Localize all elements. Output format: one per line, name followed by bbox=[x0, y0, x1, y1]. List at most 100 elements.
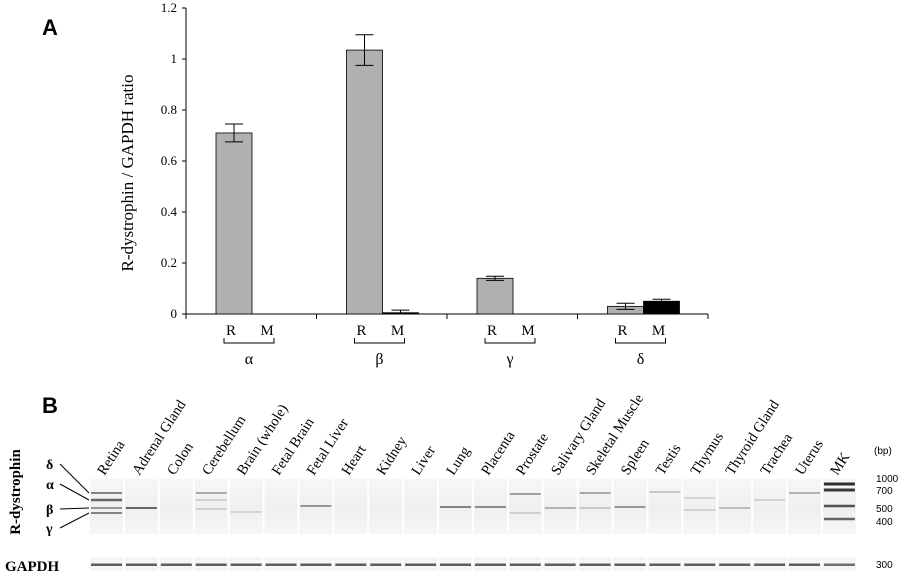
r-dystrophin-row-label: R-dystrophin bbox=[8, 449, 24, 535]
y-tick-label: 0 bbox=[171, 306, 178, 321]
y-tick-label: 0.8 bbox=[161, 102, 177, 117]
isoform-pointer bbox=[59, 512, 90, 529]
group-bracket bbox=[484, 338, 536, 344]
gel-lane bbox=[264, 479, 298, 534]
gapdh-band bbox=[440, 563, 471, 566]
gel-band bbox=[823, 488, 855, 492]
lane-label: Lung bbox=[443, 444, 473, 478]
gapdh-band bbox=[614, 563, 646, 566]
isoform-label: α bbox=[46, 478, 54, 493]
gapdh-band bbox=[230, 563, 262, 566]
gel-lane bbox=[788, 479, 821, 534]
gel-lane bbox=[90, 479, 123, 534]
gel-lane bbox=[369, 479, 403, 534]
isoform-label: δ bbox=[46, 458, 53, 473]
group-bracket bbox=[354, 338, 405, 344]
group-bracket bbox=[615, 338, 666, 344]
y-axis-title: R-dystrophin / GAPDH ratio bbox=[118, 75, 137, 272]
gapdh-band bbox=[474, 563, 506, 566]
gel-band bbox=[474, 506, 506, 508]
gel-band bbox=[544, 507, 576, 509]
bp-marker-label: 1000 bbox=[876, 474, 899, 485]
gel-band bbox=[579, 492, 611, 494]
lane-label: Thymus bbox=[688, 429, 727, 478]
group-bracket bbox=[223, 338, 275, 344]
isoform-pointer bbox=[59, 507, 90, 510]
lane-label: Testis bbox=[653, 441, 685, 478]
gel-lane bbox=[543, 479, 577, 534]
gel-lane bbox=[753, 479, 787, 534]
bp-unit-label: (bp) bbox=[874, 446, 892, 457]
gel-band bbox=[91, 492, 122, 494]
gapdh-band bbox=[509, 563, 541, 566]
gel-band bbox=[789, 492, 820, 494]
gel-band bbox=[195, 492, 227, 494]
group-label: δ bbox=[637, 351, 645, 368]
gel-lane bbox=[404, 479, 438, 534]
bp-marker-label: 500 bbox=[876, 504, 893, 515]
lane-label: Trachea bbox=[758, 430, 797, 478]
lane-label: Retina bbox=[94, 437, 128, 478]
gapdh-band bbox=[649, 563, 681, 566]
m-label: M bbox=[391, 323, 404, 339]
gapdh-band bbox=[684, 563, 716, 566]
panel-b-label: B bbox=[42, 393, 58, 418]
m-label: M bbox=[260, 323, 273, 339]
y-tick-label: 1.2 bbox=[161, 0, 177, 15]
gapdh-row-label: GAPDH bbox=[5, 559, 59, 575]
gel-lane bbox=[194, 479, 228, 534]
lane-label: Spleen bbox=[618, 436, 653, 478]
lane-label: Uterus bbox=[792, 437, 827, 478]
gapdh-band bbox=[823, 563, 855, 566]
bp-marker-label: 400 bbox=[876, 517, 893, 528]
gapdh-band bbox=[754, 563, 786, 566]
isoform-pointer bbox=[59, 483, 90, 501]
gapdh-band bbox=[579, 563, 611, 566]
gel-band bbox=[684, 509, 716, 511]
gel-band bbox=[823, 517, 855, 521]
group-label: γ bbox=[505, 351, 513, 368]
gel-band bbox=[649, 491, 681, 493]
gapdh-band bbox=[265, 563, 297, 566]
gel-lane bbox=[124, 479, 158, 534]
gel-band bbox=[684, 497, 716, 499]
lane-label: Liver bbox=[409, 443, 440, 478]
gel-band bbox=[195, 499, 227, 501]
bar-chart: 00.20.40.60.811.2R MαR MβR MγR Mδ bbox=[161, 0, 709, 368]
gapdh-band bbox=[405, 563, 437, 566]
r-label: R bbox=[487, 323, 497, 339]
gel-lane bbox=[578, 479, 612, 534]
gapdh-band bbox=[91, 563, 122, 566]
panel-a-label: A bbox=[42, 15, 58, 40]
isoform-pointer bbox=[59, 463, 90, 494]
r-label: R bbox=[226, 323, 236, 339]
gel-lane bbox=[683, 479, 717, 534]
lane-label: Placenta bbox=[478, 428, 518, 478]
gapdh-band bbox=[789, 563, 820, 566]
m-label: M bbox=[521, 323, 534, 339]
gapdh-band bbox=[195, 563, 227, 566]
gel-lane bbox=[648, 479, 682, 534]
bp-marker-label: 700 bbox=[876, 486, 893, 497]
lane-label: MK bbox=[827, 449, 853, 478]
gel-band bbox=[440, 506, 471, 508]
gapdh-band bbox=[125, 563, 157, 566]
gapdh-band bbox=[160, 563, 192, 566]
bar-R-1 bbox=[215, 132, 253, 315]
gel-band bbox=[300, 505, 332, 507]
y-tick-label: 0.2 bbox=[161, 255, 177, 270]
group-label: α bbox=[245, 351, 254, 368]
gel-lane bbox=[718, 479, 752, 534]
group-label: β bbox=[375, 351, 383, 368]
gel-lane bbox=[229, 479, 263, 534]
gel-lane bbox=[159, 479, 193, 534]
gel-band bbox=[91, 507, 122, 509]
gapdh-band bbox=[370, 563, 402, 566]
isoform-label: γ bbox=[45, 522, 53, 537]
lane-label: Prostate bbox=[513, 430, 552, 478]
gapdh-band bbox=[335, 563, 367, 566]
gel-band bbox=[754, 499, 786, 501]
lane-label: Kidney bbox=[374, 433, 411, 478]
